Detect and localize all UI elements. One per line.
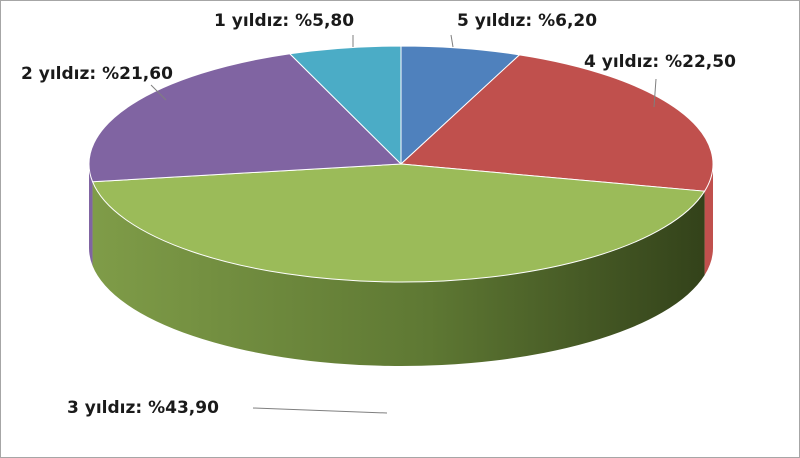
data-label-3: 3 yıldız: %43,90 [67,398,219,418]
pie-side-3 [92,181,705,367]
leader-lines [150,34,657,414]
data-label-5: 1 yıldız: %5,80 [214,11,354,31]
pie-side-2 [704,164,713,276]
leader-line-1 [450,34,454,48]
pie-slice-3 [92,163,706,283]
data-label-2: 4 yıldız: %22,50 [584,52,736,72]
pie-slice-2 [400,54,714,192]
pie-slice-1 [400,45,520,165]
pie-top-layer [88,45,714,283]
leader-line-4 [150,84,167,101]
data-label-4: 2 yıldız: %21,60 [21,64,173,84]
leader-line-3 [252,407,388,414]
data-labels: 5 yıldız: %6,20 4 yıldız: %22,50 3 yıldız:… [21,11,736,418]
pie-side-4 [89,164,93,266]
pie-slice-4 [88,53,402,183]
data-label-1: 5 yıldız: %6,20 [457,11,597,31]
pie-side-layer [89,164,713,367]
pie-slice-5 [289,45,402,165]
leader-line-2 [653,78,657,108]
